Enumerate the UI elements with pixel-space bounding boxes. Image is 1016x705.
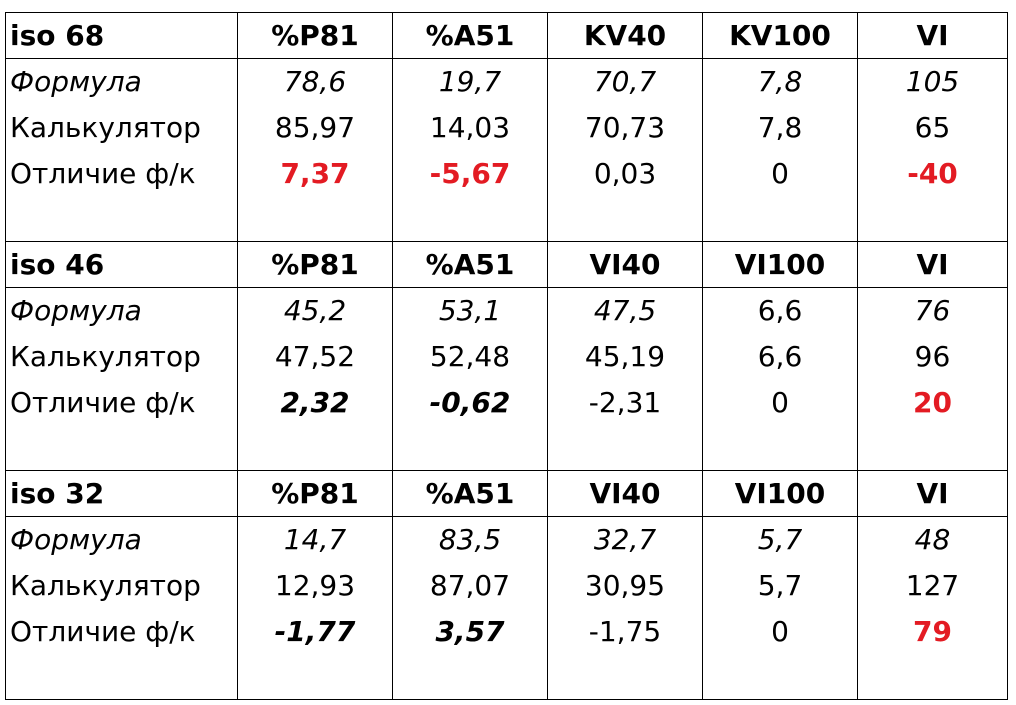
cell-value: 5,7: [702, 516, 858, 563]
cell-value: -2,31: [547, 380, 703, 426]
row-label-formula: Формула: [5, 58, 238, 105]
cell-value: 105: [857, 58, 1008, 105]
cell-value: 0,03: [547, 151, 703, 197]
cell-value: 5,7: [702, 563, 858, 609]
column-header-p81: %P81: [237, 12, 393, 59]
cell-value: 6,6: [702, 287, 858, 334]
column-header-vi: VI: [857, 470, 1008, 517]
column-header-vi100: VI100: [702, 470, 858, 517]
cell-value: 6,6: [702, 334, 858, 380]
cell-value: 48: [857, 516, 1008, 563]
cell-value: 14,7: [237, 516, 393, 563]
cell-value: 0: [702, 609, 858, 655]
calculator-row: Калькулятор 47,52 52,48 45,19 6,6 96: [5, 334, 1008, 380]
cell-value: 19,7: [392, 58, 548, 105]
cell-value: 45,19: [547, 334, 703, 380]
cell-value: 7,8: [702, 105, 858, 151]
column-header-kv100: KV100: [702, 12, 858, 59]
cell-value: 85,97: [237, 105, 393, 151]
column-header-p81: %P81: [237, 470, 393, 517]
column-header-a51: %A51: [392, 470, 548, 517]
cell-value: 0: [702, 151, 858, 197]
row-label-difference: Отличие ф/к: [5, 151, 238, 197]
cell-value-bold: 2,32: [237, 380, 393, 426]
cell-value: 76: [857, 287, 1008, 334]
cell-value: 83,5: [392, 516, 548, 563]
spacer-row: [5, 655, 1008, 700]
row-label-calculator: Калькулятор: [5, 563, 238, 609]
grade-label: iso 46: [5, 241, 238, 288]
cell-value: 53,1: [392, 287, 548, 334]
column-header-vi40: VI40: [547, 470, 703, 517]
calculator-row: Калькулятор 85,97 14,03 70,73 7,8 65: [5, 105, 1008, 151]
cell-value: 32,7: [547, 516, 703, 563]
cell-value: 0: [702, 380, 858, 426]
column-header-a51: %A51: [392, 241, 548, 288]
block-header-row: iso 46 %P81 %A51 VI40 VI100 VI: [5, 241, 1008, 288]
cell-value: 47,5: [547, 287, 703, 334]
spacer-row: [5, 426, 1008, 471]
block-header-row: iso 32 %P81 %A51 VI40 VI100 VI: [5, 470, 1008, 517]
row-label-difference: Отличие ф/к: [5, 380, 238, 426]
formula-row: Формула 78,6 19,7 70,7 7,8 105: [5, 58, 1008, 105]
cell-value-highlight: 7,37: [237, 151, 393, 197]
cell-value: 12,93: [237, 563, 393, 609]
cell-value: -1,75: [547, 609, 703, 655]
cell-value: 70,73: [547, 105, 703, 151]
block-header-row: iso 68 %P81 %A51 KV40 KV100 VI: [5, 12, 1008, 59]
row-label-formula: Формула: [5, 287, 238, 334]
column-header-vi40: VI40: [547, 241, 703, 288]
cell-value: 127: [857, 563, 1008, 609]
row-label-calculator: Калькулятор: [5, 105, 238, 151]
row-label-formula: Формула: [5, 516, 238, 563]
column-header-vi100: VI100: [702, 241, 858, 288]
cell-value: 70,7: [547, 58, 703, 105]
difference-row: Отличие ф/к 2,32 -0,62 -2,31 0 20: [5, 380, 1008, 426]
column-header-vi: VI: [857, 12, 1008, 59]
difference-row: Отличие ф/к -1,77 3,57 -1,75 0 79: [5, 609, 1008, 655]
row-label-difference: Отличие ф/к: [5, 609, 238, 655]
column-header-a51: %A51: [392, 12, 548, 59]
row-label-calculator: Калькулятор: [5, 334, 238, 380]
cell-value-highlight: -40: [857, 151, 1008, 197]
cell-value: 65: [857, 105, 1008, 151]
column-header-vi: VI: [857, 241, 1008, 288]
formula-row: Формула 45,2 53,1 47,5 6,6 76: [5, 287, 1008, 334]
calculator-row: Калькулятор 12,93 87,07 30,95 5,7 127: [5, 563, 1008, 609]
spacer-row: [5, 197, 1008, 242]
cell-value-highlight: 20: [857, 380, 1008, 426]
cell-value: 78,6: [237, 58, 393, 105]
difference-row: Отличие ф/к 7,37 -5,67 0,03 0 -40: [5, 151, 1008, 197]
cell-value: 52,48: [392, 334, 548, 380]
cell-value-bold: -1,77: [237, 609, 393, 655]
cell-value-bold: 3,57: [392, 609, 548, 655]
cell-value: 87,07: [392, 563, 548, 609]
cell-value: 96: [857, 334, 1008, 380]
cell-value: 47,52: [237, 334, 393, 380]
column-header-p81: %P81: [237, 241, 393, 288]
cell-value-highlight: -5,67: [392, 151, 548, 197]
grade-label: iso 32: [5, 470, 238, 517]
cell-value: 7,8: [702, 58, 858, 105]
cell-value: 30,95: [547, 563, 703, 609]
comparison-table: iso 68 %P81 %A51 KV40 KV100 VI Формула 7…: [5, 12, 1008, 700]
cell-value: 45,2: [237, 287, 393, 334]
cell-value: 14,03: [392, 105, 548, 151]
formula-row: Формула 14,7 83,5 32,7 5,7 48: [5, 516, 1008, 563]
column-header-kv40: KV40: [547, 12, 703, 59]
cell-value-bold: -0,62: [392, 380, 548, 426]
cell-value-highlight: 79: [857, 609, 1008, 655]
grade-label: iso 68: [5, 12, 238, 59]
